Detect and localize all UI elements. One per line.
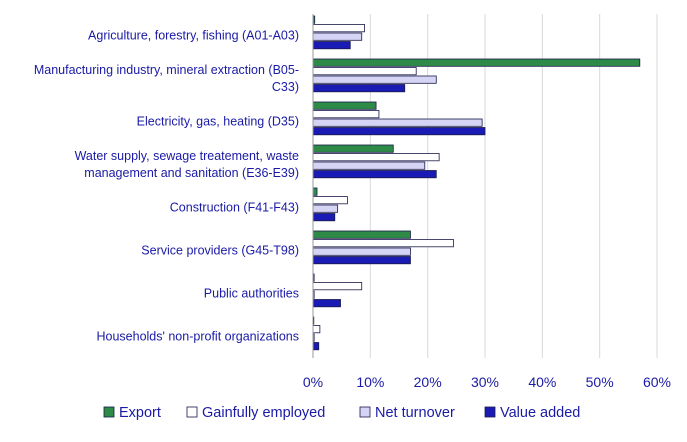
category-labels: Agriculture, forestry, fishing (A01-A03)… bbox=[34, 29, 299, 344]
x-tick-label: 30% bbox=[471, 374, 499, 390]
category-label: Construction (F41-F43) bbox=[170, 201, 299, 215]
bar-net-turnover bbox=[312, 32, 363, 41]
bar-gainfully-employed bbox=[312, 24, 365, 33]
category-label: Households' non-profit organizations bbox=[96, 330, 299, 344]
bar-value-added bbox=[312, 213, 336, 222]
bar-net-turnover bbox=[312, 118, 483, 127]
category-label: Service providers (G45-T98) bbox=[141, 244, 299, 258]
bar-value-added bbox=[312, 256, 411, 265]
bars bbox=[312, 15, 641, 351]
bar-value-added bbox=[312, 299, 341, 308]
category-label: Water supply, sewage treatement, waste bbox=[75, 149, 299, 163]
bar-gainfully-employed bbox=[312, 325, 321, 334]
x-tick-label: 10% bbox=[356, 374, 384, 390]
bar-gainfully-employed bbox=[312, 196, 348, 205]
x-tick-label: 20% bbox=[414, 374, 442, 390]
bar-export bbox=[312, 230, 411, 239]
bar-net-turnover bbox=[312, 161, 426, 170]
category-label: Electricity, gas, heating (D35) bbox=[137, 115, 299, 129]
category-label: Manufacturing industry, mineral extracti… bbox=[34, 63, 299, 77]
bar-value-added bbox=[312, 170, 437, 179]
bar-value-added bbox=[312, 127, 486, 136]
legend-label: Value added bbox=[500, 405, 580, 421]
legend-swatch bbox=[484, 406, 496, 418]
x-tick-label: 50% bbox=[586, 374, 614, 390]
x-tick-label: 40% bbox=[528, 374, 556, 390]
legend: Export Gainfully employed Net turnover Valu… bbox=[103, 405, 580, 421]
bar-export bbox=[312, 144, 394, 153]
legend-label: Net turnover bbox=[375, 405, 455, 421]
x-tick-label: 0% bbox=[303, 374, 323, 390]
bar-net-turnover bbox=[312, 247, 411, 256]
legend-label: Gainfully employed bbox=[202, 405, 325, 421]
bar-gainfully-employed bbox=[312, 153, 440, 162]
bar-gainfully-employed bbox=[312, 67, 417, 76]
category-label: C33) bbox=[272, 80, 299, 94]
bar-export bbox=[312, 58, 641, 67]
bar-export bbox=[312, 101, 377, 110]
category-label: Agriculture, forestry, fishing (A01-A03) bbox=[88, 29, 299, 43]
bar-gainfully-employed bbox=[312, 110, 380, 119]
bar-gainfully-employed bbox=[312, 282, 363, 291]
gridlines bbox=[369, 14, 658, 358]
bar-value-added bbox=[312, 84, 406, 93]
bar-net-turnover bbox=[312, 204, 339, 213]
bar-net-turnover bbox=[312, 75, 437, 84]
bar-value-added bbox=[312, 41, 351, 50]
legend-label: Export bbox=[119, 405, 161, 421]
legend-swatch bbox=[186, 406, 198, 418]
bar-export bbox=[312, 187, 318, 196]
x-tick-labels: 0% 10% 20% 30% 40% 50% 60% bbox=[303, 374, 671, 390]
category-label: Public authorities bbox=[204, 287, 299, 301]
bar-gainfully-employed bbox=[312, 239, 454, 248]
legend-swatch bbox=[359, 406, 371, 418]
bar-value-added bbox=[312, 342, 320, 351]
x-tick-label: 60% bbox=[643, 374, 671, 390]
category-label: management and sanitation (E36-E39) bbox=[84, 166, 299, 180]
legend-swatch bbox=[103, 406, 115, 418]
